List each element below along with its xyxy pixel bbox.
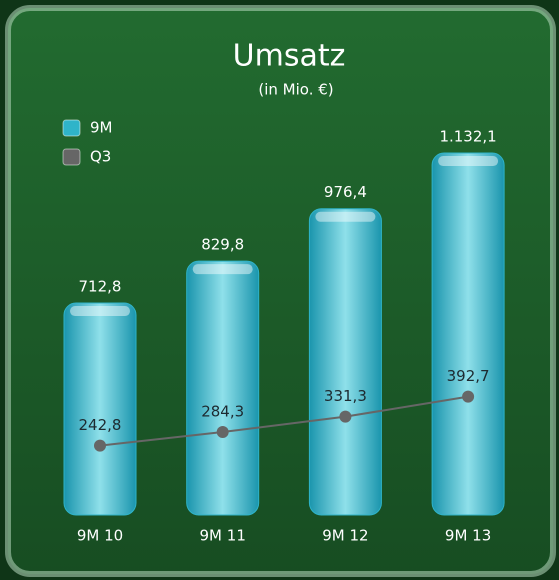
legend-swatch bbox=[62, 148, 81, 166]
line-value-label: 392,7 bbox=[447, 367, 490, 385]
chart-title: Umsatz bbox=[233, 39, 346, 74]
line-point bbox=[94, 439, 106, 452]
bar bbox=[431, 152, 505, 516]
bar-value-label: 976,4 bbox=[324, 183, 367, 201]
line-value-label: 331,3 bbox=[324, 387, 367, 405]
x-tick-label: 9M 12 bbox=[322, 527, 368, 545]
bar bbox=[186, 260, 260, 516]
x-tick-label: 9M 10 bbox=[77, 527, 123, 545]
bar-value-label: 712,8 bbox=[79, 278, 122, 296]
frame bbox=[5, 5, 556, 577]
x-tick-label: 9M 13 bbox=[445, 527, 491, 545]
legend-label: 9M bbox=[90, 119, 113, 137]
bar bbox=[63, 302, 137, 516]
line bbox=[99, 395, 469, 447]
legend-label: Q3 bbox=[90, 148, 111, 166]
line-point bbox=[216, 426, 229, 439]
bar-value-label: 1.132,1 bbox=[439, 128, 496, 146]
x-tick-label: 9M 11 bbox=[200, 527, 246, 545]
line-point bbox=[339, 410, 352, 423]
bar-highlight bbox=[438, 156, 499, 167]
line-value-label: 284,3 bbox=[201, 403, 244, 421]
bar-highlight bbox=[315, 211, 376, 222]
chart-subtitle: (in Mio. €) bbox=[258, 81, 333, 99]
legend-swatch bbox=[62, 119, 81, 137]
bar bbox=[308, 208, 382, 516]
bar-highlight bbox=[70, 306, 130, 317]
bar-highlight bbox=[192, 264, 253, 275]
line-value-label: 242,8 bbox=[79, 416, 122, 434]
line-point bbox=[462, 390, 475, 403]
bar-value-label: 829,8 bbox=[201, 236, 244, 254]
